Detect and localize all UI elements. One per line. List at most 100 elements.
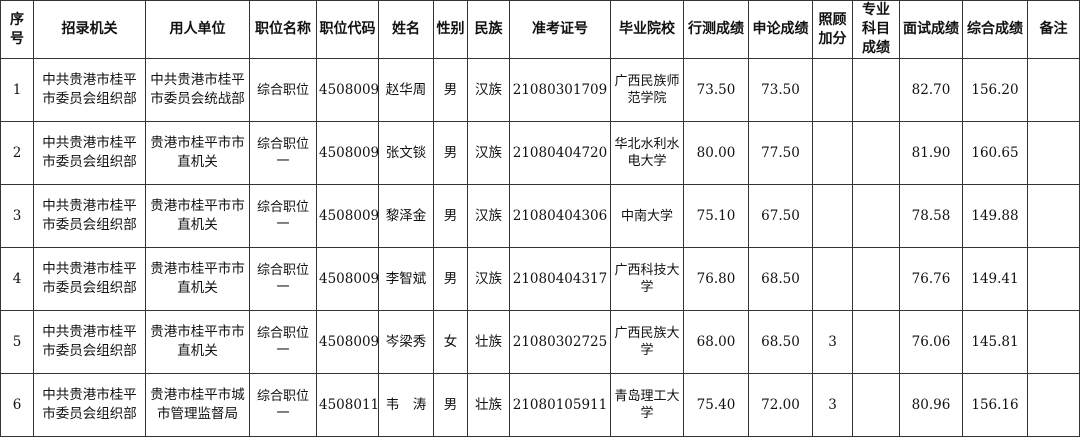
cell-xingce: 68.00	[683, 310, 749, 374]
cell-school: 青岛理工大学	[610, 373, 684, 437]
cell-seq: 6	[0, 373, 34, 437]
header-school: 毕业院校	[610, 0, 684, 59]
cell-line: 市委员会组织部	[42, 406, 137, 422]
cell-line: 中共贵港市桂平	[42, 72, 137, 88]
cell-position: 综合职位一	[249, 310, 317, 374]
header-name: 姓名	[378, 0, 434, 59]
cell-exam-id: 21080404306	[509, 184, 611, 248]
table-row: 3中共贵港市桂平市委员会组织部贵港市桂平市市直机关综合职位一45080095黎泽…	[0, 184, 1080, 248]
cell-line: 市委员会组织部	[42, 91, 137, 107]
cell-line: 直机关	[177, 280, 218, 296]
cell-seq: 3	[0, 184, 34, 248]
cell-line: 综合职位	[256, 200, 309, 215]
cell-gender: 女	[433, 310, 468, 374]
cell-line: 综合职位	[256, 389, 309, 404]
cell-gender: 男	[433, 58, 468, 122]
cell-unit: 中共贵港市桂平 市委员会统战部	[145, 58, 250, 122]
table-row: 1 中共贵港市桂平 市委员会组织部 中共贵港市桂平 市委员会统战部 综合职位 4508009…	[0, 58, 1080, 122]
cell-total: 156.16	[962, 373, 1028, 437]
cell-bonus	[812, 58, 853, 122]
cell-exam-id: 21080302725	[509, 310, 611, 374]
cell-name: 韦 涛	[378, 373, 434, 437]
cell-seq: 1	[0, 58, 34, 122]
cell-line: 青岛理工大	[614, 389, 680, 404]
cell-line: 市委员会组织部	[42, 280, 137, 296]
cell-line: 市委员会组织部	[42, 154, 137, 170]
cell-line: 一	[276, 343, 290, 358]
cell-bonus	[812, 184, 853, 248]
cell-xingce: 76.80	[683, 247, 749, 311]
cell-line: 中共贵港市桂平	[150, 72, 245, 88]
cell-gender: 男	[433, 247, 468, 311]
cell-note	[1027, 58, 1080, 122]
header-bonus: 照顾加分	[812, 0, 853, 59]
cell-line: 范学院	[627, 91, 667, 106]
header-line: 专业	[862, 2, 890, 18]
cell-name: 赵华周	[378, 58, 434, 122]
cell-note	[1027, 373, 1080, 437]
cell-shenlun: 68.50	[748, 247, 813, 311]
cell-xingce: 75.10	[683, 184, 749, 248]
cell-shenlun: 73.50	[748, 58, 813, 122]
cell-code: 45080095	[316, 184, 379, 248]
cell-line: 贵港市桂平市市	[150, 261, 245, 277]
cell-line: 学	[640, 280, 654, 295]
header-total: 综合成绩	[962, 0, 1028, 59]
cell-unit: 贵港市桂平市城 市管理监督局	[145, 373, 250, 437]
cell-total: 149.88	[962, 184, 1028, 248]
cell-line: 中共贵港市桂平	[42, 135, 137, 151]
cell-line: 学	[640, 343, 654, 358]
cell-school: 广西民族师 范学院	[610, 58, 684, 122]
cell-line: 广西民族大	[614, 326, 680, 341]
cell-unit: 贵港市桂平市市 直机关	[145, 121, 250, 185]
cell-xingce: 75.40	[683, 373, 749, 437]
cell-line: 贵港市桂平市市	[150, 324, 245, 340]
cell-xingce: 80.00	[683, 121, 749, 185]
cell-agency: 中共贵港市桂平 市委员会组织部	[33, 184, 146, 248]
cell-line: 一	[276, 154, 290, 169]
cell-line: 广西科技大	[614, 263, 680, 278]
cell-bonus	[812, 247, 853, 311]
cell-agency: 中共贵港市桂平 市委员会组织部	[33, 310, 146, 374]
header-row: 序号招录机关 用人单位 职位名称 职位代码 姓名 性别 民族 准考证号 毕业院校 行测成绩 申论成绩…	[0, 0, 1080, 59]
cell-school: 广西科技大学	[610, 247, 684, 311]
cell-note	[1027, 184, 1080, 248]
cell-ethnicity: 汉族	[467, 58, 510, 122]
cell-shenlun: 77.50	[748, 121, 813, 185]
cell-interview: 76.06	[899, 310, 963, 374]
cell-gender: 男	[433, 121, 468, 185]
cell-interview: 81.90	[899, 121, 963, 185]
header-exam-id: 准考证号	[509, 0, 611, 59]
cell-major	[852, 373, 900, 437]
cell-code: 45080094	[316, 58, 379, 122]
cell-seq: 5	[0, 310, 34, 374]
cell-agency: 中共贵港市桂平 市委员会组织部	[33, 373, 146, 437]
cell-ethnicity: 壮族	[467, 310, 510, 374]
cell-line: 综合职位	[256, 326, 309, 341]
cell-name: 岑梁秀	[378, 310, 434, 374]
cell-note	[1027, 121, 1080, 185]
cell-line: 直机关	[177, 154, 218, 170]
cell-position: 综合职位一	[249, 121, 317, 185]
cell-unit: 贵港市桂平市市 直机关	[145, 184, 250, 248]
cell-exam-id: 21080404720	[509, 121, 611, 185]
cell-interview: 80.96	[899, 373, 963, 437]
cell-position: 综合职位一	[249, 184, 317, 248]
cell-ethnicity: 汉族	[467, 121, 510, 185]
cell-note	[1027, 247, 1080, 311]
cell-seq: 2	[0, 121, 34, 185]
cell-school: 中南大学	[610, 184, 684, 248]
cell-exam-id: 21080105911	[509, 373, 611, 437]
cell-name: 张文锬	[378, 121, 434, 185]
cell-line: 广西民族师	[614, 74, 680, 89]
header-code: 职位代码	[316, 0, 379, 59]
cell-line: 一	[276, 406, 290, 421]
header-line: 序	[10, 11, 24, 28]
cell-code: 45080095	[316, 310, 379, 374]
cell-ethnicity: 壮族	[467, 373, 510, 437]
cell-position: 综合职位一	[249, 373, 317, 437]
cell-position: 综合职位一	[249, 247, 317, 311]
cell-seq: 4	[0, 247, 34, 311]
cell-shenlun: 67.50	[748, 184, 813, 248]
